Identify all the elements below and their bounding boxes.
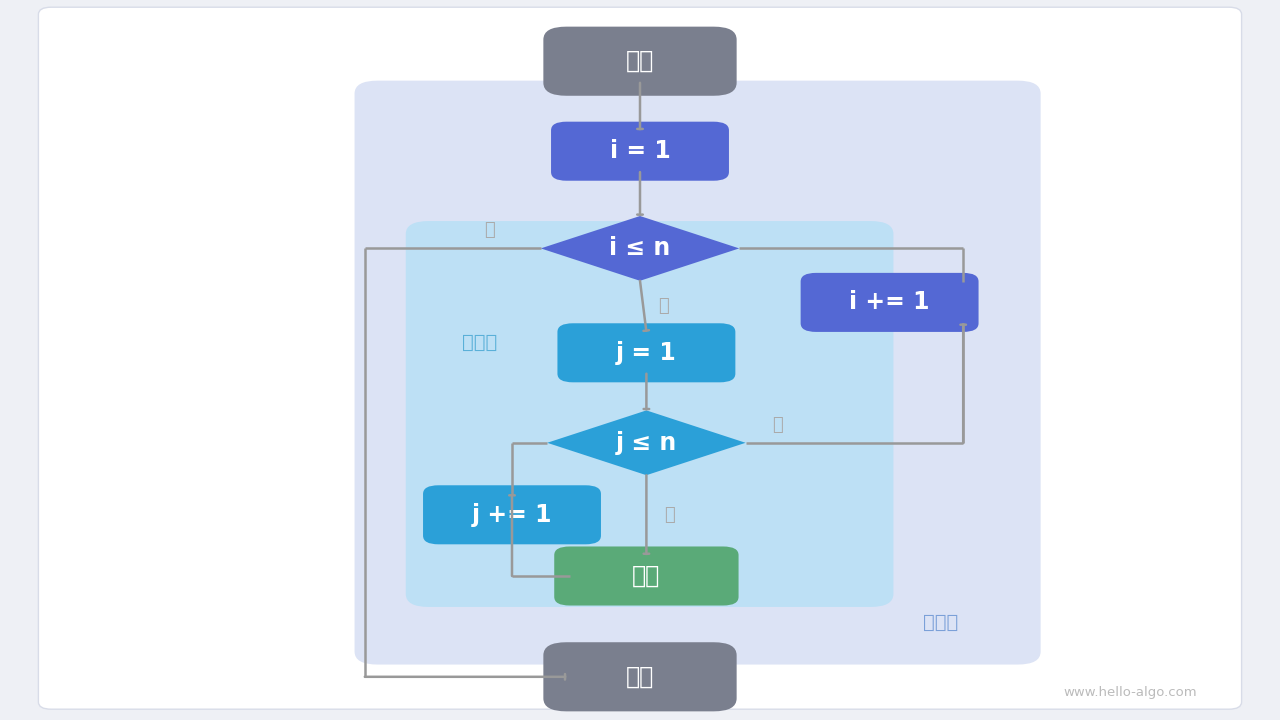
Text: j ≤ n: j ≤ n (616, 431, 677, 455)
Text: 真: 真 (658, 297, 668, 315)
Text: 真: 真 (664, 506, 675, 524)
Text: 内循环: 内循环 (462, 333, 498, 351)
Text: 任务: 任务 (632, 564, 660, 588)
FancyBboxPatch shape (801, 273, 978, 332)
Text: 假: 假 (484, 222, 495, 239)
FancyBboxPatch shape (406, 221, 893, 607)
FancyBboxPatch shape (38, 7, 1242, 709)
Text: 假: 假 (772, 416, 783, 433)
Polygon shape (548, 410, 745, 475)
Text: 结束: 结束 (626, 665, 654, 689)
Text: j += 1: j += 1 (472, 503, 552, 527)
Text: i ≤ n: i ≤ n (609, 236, 671, 261)
Text: 外循环: 外循环 (923, 613, 959, 632)
FancyBboxPatch shape (558, 323, 735, 382)
FancyBboxPatch shape (422, 485, 602, 544)
FancyBboxPatch shape (554, 546, 739, 606)
FancyBboxPatch shape (544, 27, 737, 96)
Text: i += 1: i += 1 (850, 290, 929, 315)
Polygon shape (540, 216, 740, 281)
FancyBboxPatch shape (544, 642, 737, 711)
FancyBboxPatch shape (355, 81, 1041, 665)
Text: www.hello-algo.com: www.hello-algo.com (1064, 686, 1197, 699)
Text: i = 1: i = 1 (609, 139, 671, 163)
Text: 开始: 开始 (626, 49, 654, 73)
Text: j = 1: j = 1 (616, 341, 677, 365)
FancyBboxPatch shape (550, 122, 730, 181)
